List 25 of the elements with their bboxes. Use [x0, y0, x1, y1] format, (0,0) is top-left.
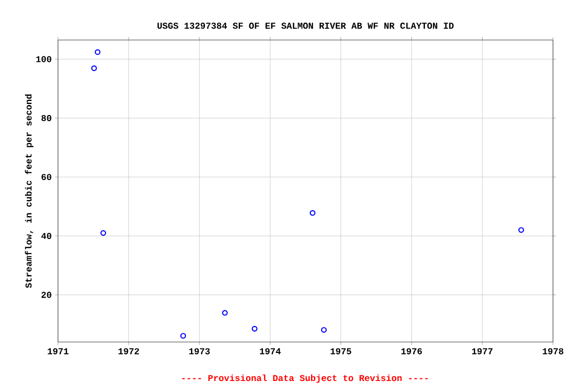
x-tick-label: 1977	[472, 348, 492, 354]
x-tick-label: 1972	[118, 348, 139, 354]
y-tick-label: 20	[42, 292, 52, 298]
chart-title: USGS 13297384 SF OF EF SALMON RIVER AB WF NR CLAYTON ID	[158, 22, 454, 29]
point	[222, 310, 228, 316]
point	[310, 210, 316, 216]
text: ---- Provisional Data Subject to Revision ----	[182, 374, 428, 383]
y-axis-title: Streamflow, in cubic feet per second	[24, 94, 34, 288]
point	[321, 327, 327, 333]
x-tick-label: 1973	[189, 348, 210, 354]
x-tick-label: 1971	[48, 348, 68, 354]
x-tick-label: 1974	[260, 348, 281, 354]
y-tick-label: 60	[42, 174, 52, 180]
point	[180, 332, 186, 339]
x-tick-label: 1976	[401, 348, 422, 354]
point	[518, 227, 524, 233]
y-tick-label: 100	[36, 56, 52, 62]
point	[94, 49, 100, 55]
y-tick-label: 80	[41, 115, 52, 122]
point	[100, 230, 106, 236]
point	[252, 326, 258, 332]
x-tick-label: 1978	[542, 348, 564, 354]
point	[91, 65, 97, 72]
x-tick-label: 1975	[330, 348, 352, 354]
y-tick-label: 40	[41, 232, 52, 239]
